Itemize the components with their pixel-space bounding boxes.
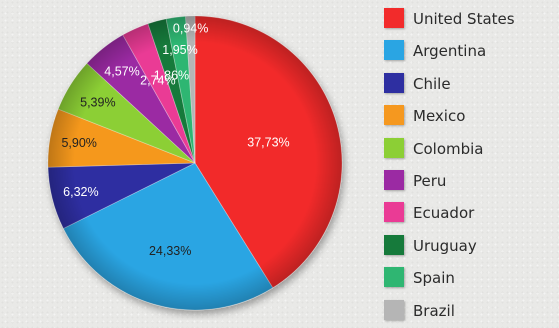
- legend: United States Argentina Chile Mexico Colombi…: [382, 4, 559, 328]
- legend-label: United States: [413, 10, 515, 28]
- legend-swatch: [384, 8, 404, 28]
- legend-swatch: [384, 40, 404, 61]
- legend-item: Ecuador: [382, 198, 559, 230]
- legend-swatch: [384, 105, 404, 126]
- legend-label: Argentina: [413, 42, 487, 61]
- legend-label: Spain: [413, 269, 455, 288]
- legend-item: Peru: [382, 166, 559, 198]
- legend-swatch: [384, 137, 404, 158]
- legend-item: Argentina: [382, 36, 559, 68]
- legend-item: Uruguay: [382, 231, 559, 263]
- legend-item: Colombia: [382, 134, 559, 166]
- pie-chart: 37,73% 24,33% 6,32% 5,90% 5,39% 4,57% 2,74% 1,8…: [47, 15, 343, 311]
- pie-chart-svg: 37,73% 24,33% 6,32% 5,90% 5,39% 4,57%2,74%1,8…: [47, 15, 343, 311]
- slice-data-label: 6,32%: [63, 185, 98, 199]
- slice-data-label: 5,39%: [80, 96, 115, 110]
- legend-item: Mexico: [382, 101, 559, 133]
- slice-data-label: 5,90%: [61, 136, 96, 150]
- legend-label: Mexico: [413, 107, 466, 126]
- slice-data-label: 4,57%: [104, 64, 139, 78]
- legend-swatch: [384, 169, 404, 190]
- legend-swatch: [384, 234, 404, 255]
- legend-item: Spain: [382, 263, 559, 295]
- legend-label: Uruguay: [413, 236, 477, 255]
- legend-item: Chile: [382, 69, 559, 101]
- legend-swatch: [384, 202, 404, 223]
- legend-item: United States: [382, 4, 559, 36]
- legend-label: Brazil: [413, 301, 455, 320]
- slice-data-label: 24,33%: [149, 244, 191, 258]
- slice-data-label: 0,94%: [173, 21, 208, 35]
- legend-swatch: [384, 267, 404, 288]
- legend-swatch: [384, 72, 404, 93]
- slice-data-label: 2,74%: [140, 73, 175, 87]
- slice-data-label: 37,73%: [247, 135, 289, 149]
- legend-label: Colombia: [413, 139, 484, 158]
- slice-data-label: 1,95%: [162, 43, 197, 57]
- legend-label: Chile: [413, 74, 451, 93]
- legend-label: Peru: [413, 171, 447, 190]
- legend-item: Brazil: [382, 296, 559, 328]
- legend-swatch: [384, 299, 404, 320]
- slice-data-label: 1,86%: [154, 68, 189, 82]
- legend-label: Ecuador: [413, 204, 475, 223]
